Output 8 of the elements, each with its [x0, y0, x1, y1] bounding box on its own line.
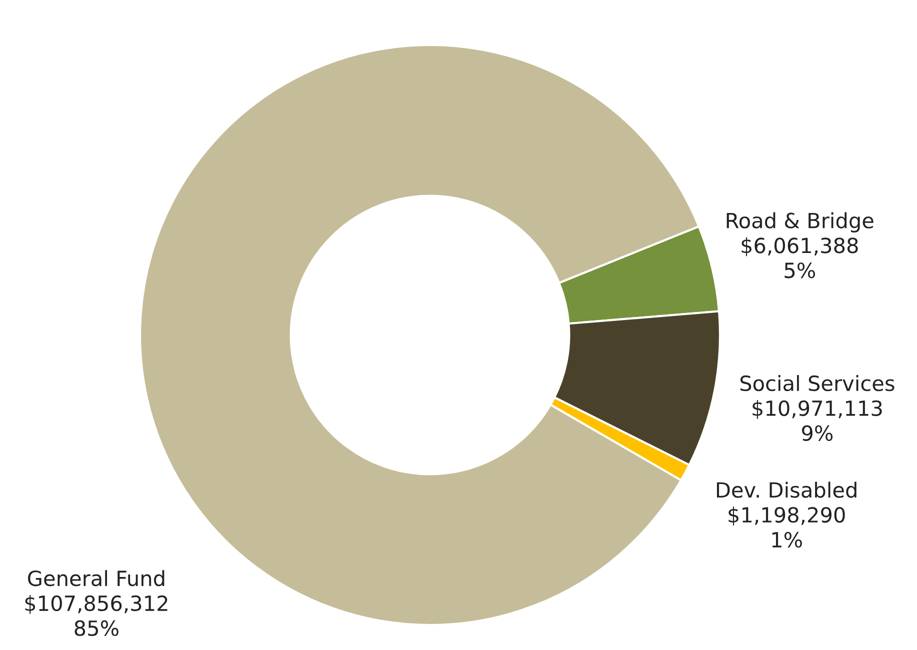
data-label: $10,971,113 9% — [752, 400, 882, 441]
slice-label: Road & Bridge — [726, 212, 874, 232]
slice-label: Dev. Disabled — [716, 482, 856, 498]
data-label: $107,856,312 85% — [25, 595, 168, 636]
slice-label: Social Services — [740, 375, 894, 392]
slice-label: General Fund — [28, 570, 164, 586]
data-label: $6,061,388 5% — [742, 237, 858, 278]
data-label: $1,198,290 1% — [728, 506, 845, 548]
